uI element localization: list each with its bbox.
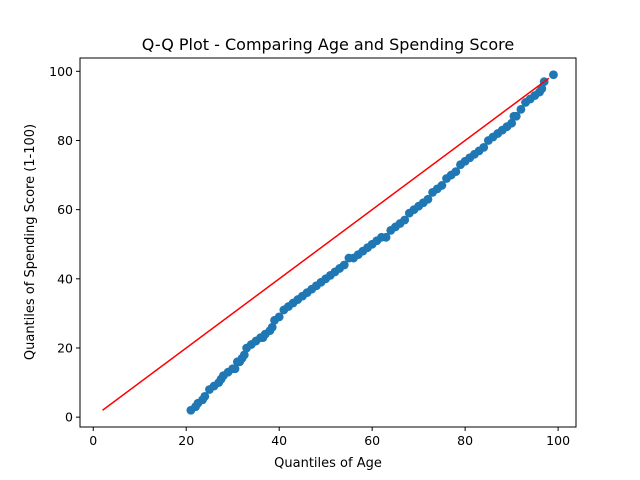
data-point <box>339 260 349 270</box>
plot-frame <box>79 57 577 428</box>
data-point <box>381 232 391 242</box>
y-tick-label: 0 <box>65 410 73 425</box>
x-tick-label: 60 <box>364 433 380 448</box>
x-tick-label: 20 <box>178 433 194 448</box>
x-tick-label: 40 <box>271 433 287 448</box>
x-axis-ticks: 0 20 40 60 80 100 <box>89 427 570 448</box>
data-point <box>400 215 410 225</box>
x-tick-label: 80 <box>457 433 473 448</box>
data-point <box>267 322 277 332</box>
reference-line <box>102 77 550 411</box>
x-tick-label: 0 <box>89 433 97 448</box>
data-point <box>507 118 517 128</box>
chart-title: Q-Q Plot - Comparing Age and Spending Sc… <box>142 35 514 54</box>
data-point <box>230 364 240 374</box>
x-axis-label: Quantiles of Age <box>274 456 382 471</box>
data-point <box>200 391 210 401</box>
y-tick-label: 100 <box>49 64 73 79</box>
data-layer <box>102 70 558 415</box>
data-point <box>549 70 558 80</box>
y-tick-label: 40 <box>57 271 73 286</box>
data-point <box>451 167 461 177</box>
data-point <box>537 84 547 94</box>
data-point <box>437 181 447 190</box>
y-tick-label: 60 <box>57 202 73 217</box>
data-point <box>239 350 249 360</box>
y-axis-ticks: 0 20 40 60 80 100 <box>49 64 80 425</box>
y-tick-label: 20 <box>57 340 73 355</box>
data-point <box>423 194 433 204</box>
x-tick-label: 100 <box>546 433 570 448</box>
data-point <box>479 142 489 152</box>
data-point <box>516 104 526 114</box>
data-point <box>511 111 521 121</box>
y-axis-label: Quantiles of Spending Score (1-100) <box>23 124 38 360</box>
y-tick-label: 80 <box>57 133 73 148</box>
data-point <box>274 312 284 322</box>
